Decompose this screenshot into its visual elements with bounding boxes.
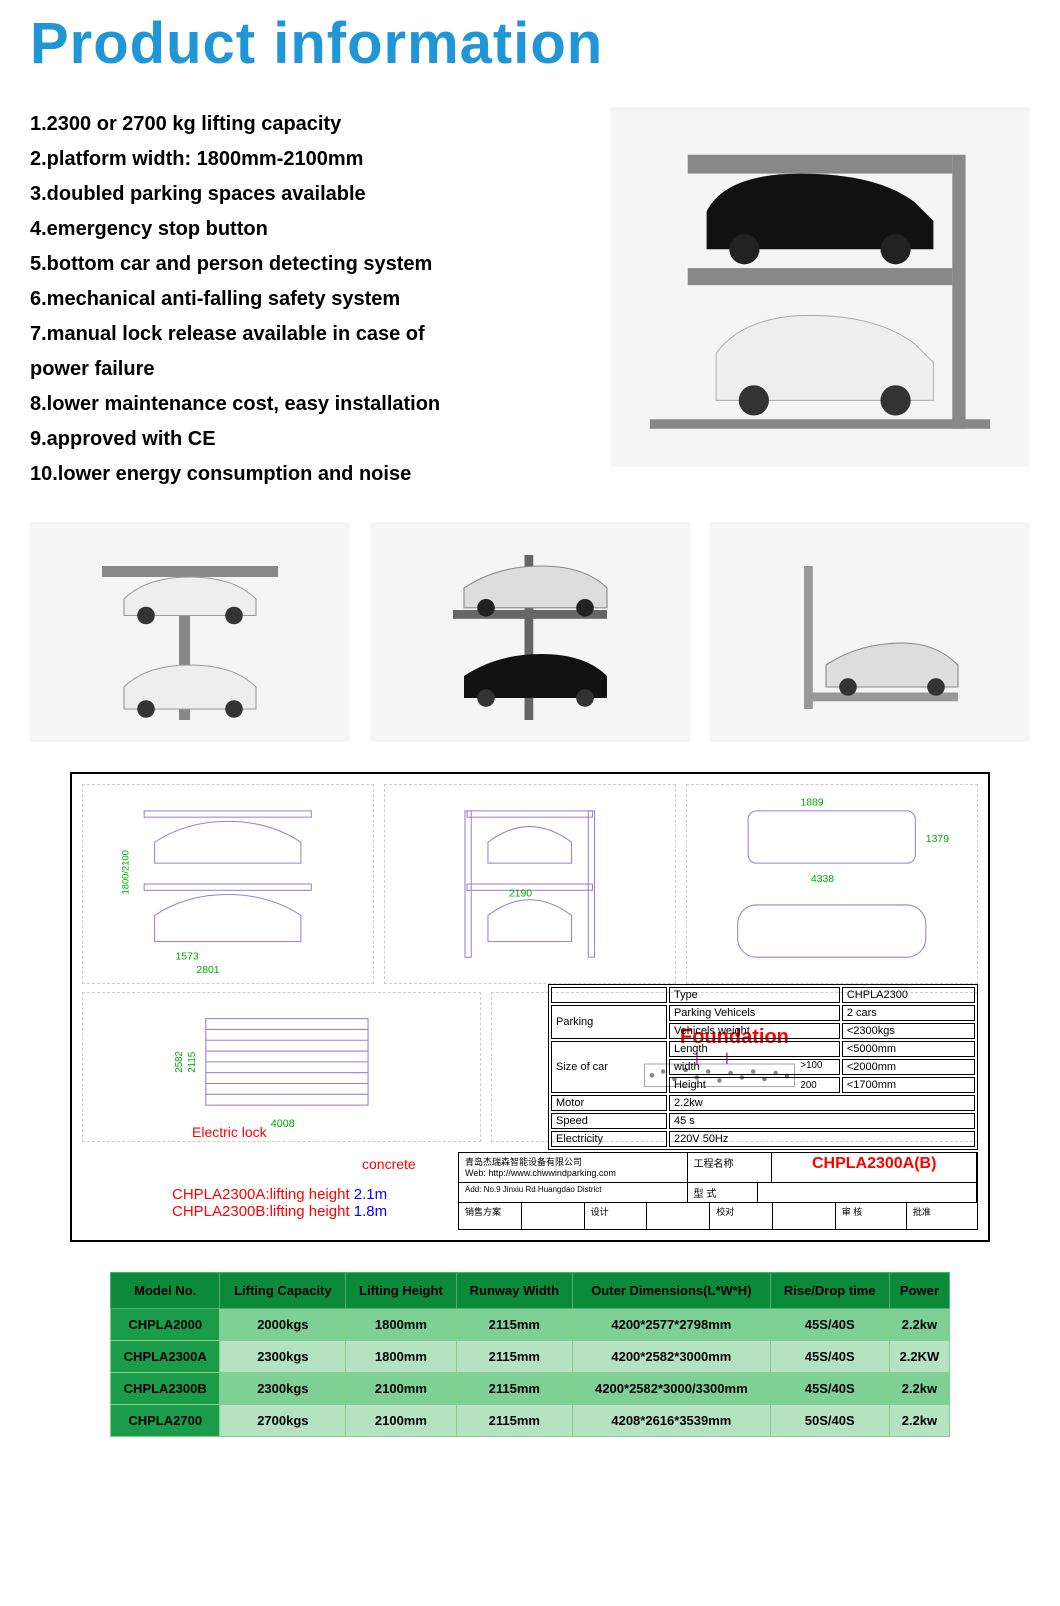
table-header-row: Model No. Lifting Capacity Lifting Heigh… (111, 1273, 950, 1309)
svg-text:4008: 4008 (271, 1117, 295, 1129)
mini-spec-table: TypeCHPLA2300 ParkingParking Vehicels2 c… (548, 984, 978, 1150)
table-header: Lifting Height (346, 1273, 456, 1309)
table-row: CHPLA27002700kgs2100mm2115mm4208*2616*35… (111, 1405, 950, 1437)
svg-text:2801: 2801 (197, 965, 220, 976)
specification-table: Model No. Lifting Capacity Lifting Heigh… (110, 1272, 950, 1437)
diagram-side-view: 1800/2100 2801 1573 (82, 784, 374, 984)
table-row: CHPLA2300A2300kgs1800mm2115mm4200*2582*3… (111, 1341, 950, 1373)
svg-text:2190: 2190 (509, 889, 532, 900)
svg-text:1889: 1889 (801, 798, 824, 809)
table-row: CHPLA20002000kgs1800mm2115mm4200*2577*27… (111, 1309, 950, 1341)
svg-text:1800/2100: 1800/2100 (120, 850, 131, 894)
svg-text:2582: 2582 (174, 1051, 185, 1073)
feature-item: 10.lower energy consumption and noise (30, 457, 580, 492)
svg-text:1379: 1379 (926, 834, 949, 845)
diagram-front-view: 2190 (384, 784, 676, 984)
table-header: Lifting Capacity (220, 1273, 346, 1309)
feature-item: 4.emergency stop button (30, 212, 580, 247)
feature-item: 5.bottom car and person detecting system (30, 247, 580, 282)
feature-item: 1.2300 or 2700 kg lifting capacity (30, 107, 580, 142)
thumbnail-image (370, 522, 690, 742)
feature-item: 2.platform width: 1800mm-2100mm (30, 142, 580, 177)
feature-item: 9.approved with CE (30, 422, 580, 457)
table-row: CHPLA2300B2300kgs2100mm2115mm4200*2582*3… (111, 1373, 950, 1405)
table-header: Runway Width (456, 1273, 573, 1309)
thumbnail-row (30, 522, 1030, 742)
feature-item: 8.lower maintenance cost, easy installat… (30, 387, 580, 422)
svg-text:4338: 4338 (811, 874, 834, 885)
technical-diagram: 1800/2100 2801 1573 2190 (70, 772, 990, 1242)
feature-list: 1.2300 or 2700 kg lifting capacity 2.pla… (30, 107, 580, 492)
table-header: Model No. (111, 1273, 220, 1309)
svg-text:1573: 1573 (176, 951, 199, 962)
concrete-label: concrete (362, 1156, 416, 1172)
feature-item: 3.doubled parking spaces available (30, 177, 580, 212)
svg-text:2115: 2115 (187, 1052, 198, 1073)
feature-item: power failure (30, 352, 580, 387)
lift-height-notes: CHPLA2300A:lifting height 2.1m CHPLA2300… (172, 1186, 387, 1220)
table-header: Power (889, 1273, 949, 1309)
diagram-plan-view: 2582 2115 4008 (82, 992, 481, 1142)
hero-image (610, 107, 1030, 467)
top-row: 1.2300 or 2700 kg lifting capacity 2.pla… (30, 107, 1030, 492)
diagram-top-view: 1889 1379 4338 (686, 784, 978, 984)
table-header: Rise/Drop time (770, 1273, 889, 1309)
thumbnail-image (30, 522, 350, 742)
page-title: Product information (30, 0, 1030, 107)
table-header: Outer Dimensions(L*W*H) (573, 1273, 770, 1309)
thumbnail-image (710, 522, 1030, 742)
drawing-title-block: 青岛杰瑞森智能设备有限公司Web: http://www.chwwindpark… (458, 1152, 978, 1230)
feature-item: 7.manual lock release available in case … (30, 317, 580, 352)
electric-lock-label: Electric lock (192, 1124, 267, 1140)
feature-item: 6.mechanical anti-falling safety system (30, 282, 580, 317)
